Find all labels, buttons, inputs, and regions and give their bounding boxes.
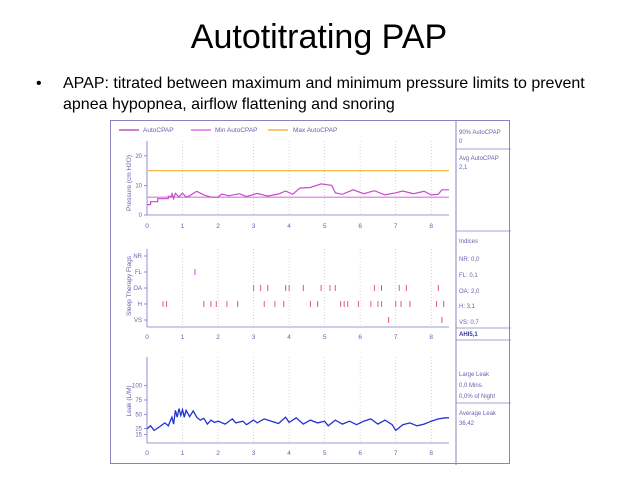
leak-x-tick-label: 3 xyxy=(252,450,256,457)
flags-x-tick-label: 1 xyxy=(181,334,185,341)
pressure-y-tick-label: 20 xyxy=(135,154,142,160)
pressure-x-tick-label: 2 xyxy=(216,223,220,230)
leak-y-tick-label: 100 xyxy=(132,384,143,390)
pressure-y-tick-label: 10 xyxy=(135,183,142,189)
pressure-x-tick-label: 7 xyxy=(394,223,398,230)
legend-label-autocpap: AutoCPAP xyxy=(143,127,174,134)
flags-x-tick-label: 5 xyxy=(323,334,327,341)
leak-y-tick-label: 15 xyxy=(135,432,142,438)
flags-row-label: H xyxy=(138,302,142,308)
flags-x-tick-label: 8 xyxy=(429,334,433,341)
bullet-marker: • xyxy=(36,75,42,92)
flags-row-label: OA xyxy=(133,286,142,292)
flags-x-tick-label: 4 xyxy=(287,334,291,341)
flags-x-tick-label: 3 xyxy=(252,334,256,341)
pressure-plot: 0 1 2 3 4 5 6 7 8 0 10 20 xyxy=(135,141,449,230)
flags-x-tick-label: 2 xyxy=(216,334,220,341)
large-leak-mins: 0,0 Mins. xyxy=(459,383,484,389)
flags-row-label: VS xyxy=(134,318,142,324)
leak-line xyxy=(146,407,449,432)
leak-x-tick-label: 5 xyxy=(323,450,327,457)
pressure-y-tick-label: 0 xyxy=(139,213,143,219)
leak-plot: 0 1 2 3 4 5 6 7 8 25 50 75 100 15 xyxy=(132,357,449,457)
autocpap-line xyxy=(147,183,449,206)
p90-value: 0 xyxy=(459,139,463,145)
avg-autocpap-value: 2,1 xyxy=(459,165,468,171)
index-oa: OA: 2,0 xyxy=(459,289,480,295)
avg-leak-value: 36,42 xyxy=(459,421,475,427)
pressure-x-tick-label: 8 xyxy=(429,223,433,230)
pressure-x-tick-label: 4 xyxy=(287,223,291,230)
flags-x-tick-label: 7 xyxy=(394,334,398,341)
leak-x-tick-label: 0 xyxy=(145,450,149,457)
p90-label: 90% AutoCPAP xyxy=(459,130,501,136)
apap-report-chart: AutoCPAP Min AutoCPAP Max AutoCPAP Press… xyxy=(119,121,511,465)
bullet-line-2: apnea hypopnea, airflow flattening and s… xyxy=(63,96,395,113)
pressure-x-tick-label: 0 xyxy=(145,223,149,230)
leak-x-tick-label: 1 xyxy=(181,450,185,457)
large-leak-title: Large Leak xyxy=(459,372,490,378)
index-nr: NR: 0,0 xyxy=(459,257,480,263)
large-leak-night: 0,0% of Night xyxy=(459,394,495,400)
bullet-line-1: APAP: titrated between maximum and minim… xyxy=(63,75,585,92)
apap-report: AutoCPAP Min AutoCPAP Max AutoCPAP Press… xyxy=(110,120,511,465)
legend-label-max-autocpap: Max AutoCPAP xyxy=(293,127,337,134)
avg-autocpap-label: Avg AutoCPAP xyxy=(459,156,499,162)
pressure-axis-title: Pressure (cm H2O) xyxy=(126,155,133,211)
index-fl: FL: 0,1 xyxy=(459,273,478,279)
pressure-legend: AutoCPAP Min AutoCPAP Max AutoCPAP xyxy=(119,127,337,134)
leak-x-tick-label: 7 xyxy=(394,450,398,457)
flags-x-tick-label: 6 xyxy=(358,334,362,341)
index-vs: VS: 0,7 xyxy=(459,320,479,326)
pressure-x-tick-label: 1 xyxy=(181,223,185,230)
pressure-x-tick-label: 3 xyxy=(252,223,256,230)
indices-title: Indices xyxy=(459,239,478,245)
leak-x-tick-label: 2 xyxy=(216,450,220,457)
ahi-value: AHI5,1 xyxy=(459,332,478,338)
index-h: H: 3,1 xyxy=(459,304,476,310)
leak-y-tick-label: 25 xyxy=(135,427,142,433)
pressure-x-tick-label: 5 xyxy=(323,223,327,230)
slide-title: Autotitrating PAP xyxy=(190,18,448,56)
pressure-x-tick-label: 6 xyxy=(358,223,362,230)
leak-axis-title: Leak (L/M) xyxy=(126,385,133,416)
flags-plot: 0 1 2 3 4 5 6 7 8 NR FL OA H VS xyxy=(133,249,449,341)
flags-x-tick-label: 0 xyxy=(145,334,149,341)
flags-row-label: FL xyxy=(135,270,143,276)
leak-y-tick-label: 75 xyxy=(135,398,142,404)
leak-x-tick-label: 4 xyxy=(287,450,291,457)
flags-row-label: NR xyxy=(133,254,142,260)
bullet-text: APAP: titrated between maximum and minim… xyxy=(63,73,623,115)
leak-x-tick-label: 8 xyxy=(429,450,433,457)
legend-label-min-autocpap: Min AutoCPAP xyxy=(215,127,258,134)
avg-leak-label: Average Leak xyxy=(459,411,497,417)
flags-axis-title: Sleep Therapy Flags xyxy=(126,255,133,316)
leak-y-tick-label: 50 xyxy=(135,412,142,418)
leak-x-tick-label: 6 xyxy=(358,450,362,457)
report-sidebar: 90% AutoCPAP 0 Avg AutoCPAP 2,1 Indices … xyxy=(455,121,511,465)
